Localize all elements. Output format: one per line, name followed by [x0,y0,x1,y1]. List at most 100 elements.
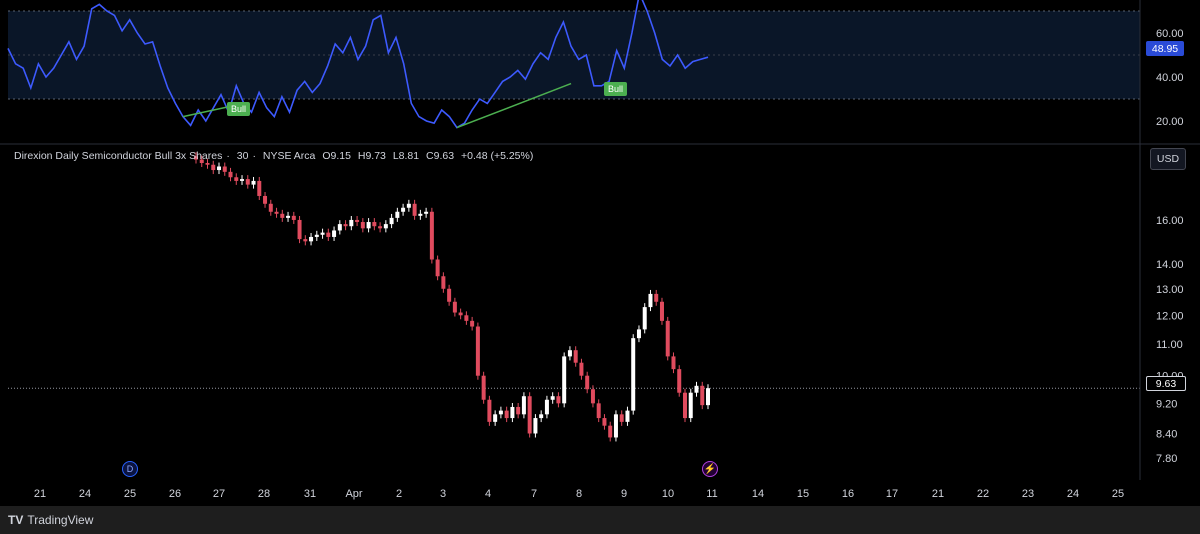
candle-body [228,171,233,178]
bull-divergence-label-1: Bull [227,102,251,116]
candle-body [257,180,262,196]
time-tick-label: 17 [886,488,898,500]
time-tick-label: 2 [396,488,402,500]
price-tick-label: 7.80 [1156,453,1177,465]
time-tick-label: 24 [79,488,91,500]
candle-body [435,259,440,277]
time-tick-label: Apr [345,488,362,500]
candle-body [556,396,561,404]
rsi-tick-label: 40.00 [1156,72,1184,84]
symbol-legend: Direxion Daily Semiconductor Bull 3x Sha… [14,150,534,162]
bull-divergence-label-2: Bull [604,82,628,96]
candle-body [222,166,227,172]
dividend-event-icon[interactable]: D [122,461,138,477]
time-tick-label: 7 [531,488,537,500]
time-tick-label: 26 [169,488,181,500]
ohlc-close: C9.63 [426,150,455,162]
currency-button[interactable]: USD [1150,148,1186,170]
price-tick-label: 8.40 [1156,428,1177,440]
candle-body [326,232,331,237]
candle-body [688,392,693,419]
candle-body [665,320,670,357]
candle-body [383,224,388,229]
candle-body [613,414,618,438]
earnings-bolt-icon[interactable]: ⚡ [702,461,718,477]
time-tick-label: 25 [124,488,136,500]
tradingview-logo[interactable]: TV TradingView [8,513,93,527]
candle-body [464,315,469,321]
candle-body [240,179,245,181]
candle-body [579,362,584,376]
candle-body [470,320,475,327]
tradingview-logo-icon: TV [8,513,24,527]
candle-body [337,224,342,231]
candle-body [366,222,371,229]
candle-body [590,389,595,404]
candle-body [349,219,354,227]
candle-body [355,219,360,223]
time-tick-label: 23 [1022,488,1034,500]
time-tick-label: 16 [842,488,854,500]
candle-body [487,399,492,422]
time-tick-label: 10 [662,488,674,500]
ohlc-open: O9.15 [322,150,351,162]
candle-body [406,203,411,208]
candle-body [429,211,434,260]
price-tick-label: 12.00 [1156,310,1184,322]
rsi-line [7,0,709,129]
price-tick-label: 16.00 [1156,215,1184,227]
candle-body [401,207,406,212]
price-tick-label: 11.00 [1156,339,1183,351]
candle-body [539,414,544,419]
candle-body [309,236,314,242]
time-tick-label: 27 [213,488,225,500]
candle-body [636,329,641,339]
rsi-tick-label: 20.00 [1156,116,1184,128]
candle-body [280,213,285,218]
footer-bar: TV TradingView [0,506,1200,534]
ohlc-high: H9.73 [357,150,386,162]
candle-body [199,159,204,163]
candle-body [211,164,216,171]
candle-body [585,375,590,390]
candle-body [648,293,653,308]
candle-body [194,156,198,160]
candle-body [498,410,503,415]
price-tick-label: 13.00 [1156,284,1184,296]
rsi-value-badge: 48.95 [1146,41,1184,56]
candle-body [360,222,365,229]
candle-body [217,166,222,171]
candle-body [659,301,664,321]
candle-body [631,338,636,411]
price-pane: 16.0014.0013.0012.0011.0010.009.208.407.… [8,152,1184,465]
candle-body [320,232,325,235]
candle-body [544,399,549,415]
bull-divergence-line-2 [456,82,572,129]
candle-body [274,211,279,214]
tradingview-brand-text: TradingView [27,513,94,527]
time-tick-label: 4 [485,488,491,500]
candle-body [654,293,659,302]
candle-body [234,177,239,181]
candle-body [412,203,417,216]
time-tick-label: 24 [1067,488,1079,500]
candle-body [286,215,291,218]
time-tick-label: 25 [1112,488,1124,500]
price-tick-label: 9.20 [1156,398,1177,410]
candle-body [378,226,383,229]
time-tick-label: 28 [258,488,270,500]
time-tick-label: 8 [576,488,582,500]
candle-body [395,211,400,218]
time-tick-label: 21 [932,488,944,500]
candle-body [677,369,682,393]
candle-body [441,276,446,289]
candle-body [625,410,630,422]
candle-body [608,425,613,438]
candle-body [297,219,302,240]
time-tick-label: 21 [34,488,46,500]
candle-body [562,356,567,404]
time-tick-label: 22 [977,488,989,500]
candle-body [602,418,607,426]
candle-body [642,307,647,330]
